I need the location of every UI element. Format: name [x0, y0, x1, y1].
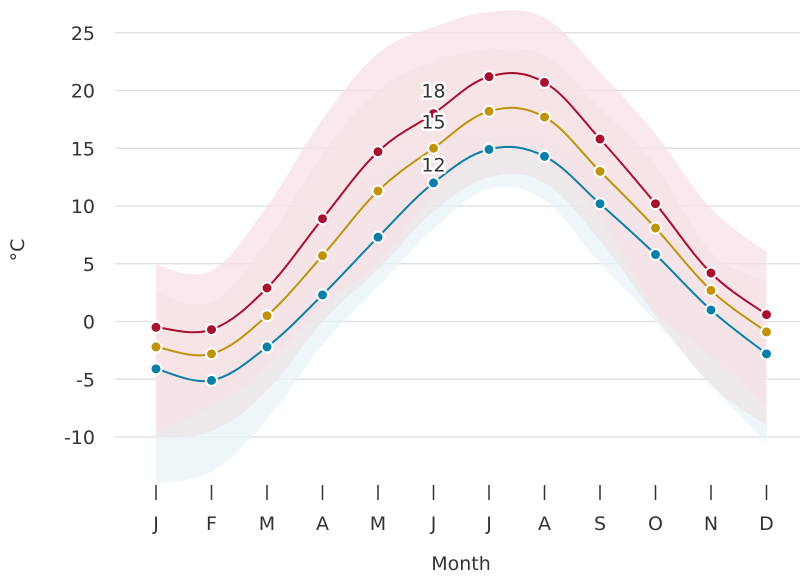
- data-point: [761, 309, 772, 320]
- data-point: [761, 348, 772, 359]
- data-point: [151, 322, 162, 333]
- x-tick-label: F: [206, 513, 217, 535]
- x-tick-label: J: [485, 513, 492, 535]
- data-point: [317, 213, 328, 224]
- x-tick-label: J: [152, 513, 159, 535]
- data-point: [206, 348, 217, 359]
- y-tick-label: -10: [64, 427, 95, 449]
- data-point: [206, 375, 217, 386]
- x-tick-label: S: [594, 513, 606, 535]
- data-point: [262, 283, 273, 294]
- y-tick-label: 5: [83, 254, 95, 276]
- data-point: [706, 267, 717, 278]
- x-tick-label: M: [370, 513, 386, 535]
- data-point: [317, 250, 328, 261]
- data-point: [595, 198, 606, 209]
- data-point: [706, 304, 717, 315]
- data-point: [206, 324, 217, 335]
- data-labels: 18 15 12: [421, 81, 445, 177]
- data-point: [539, 112, 550, 123]
- x-tick-label: O: [648, 513, 663, 535]
- data-point: [650, 222, 661, 233]
- data-point: [595, 166, 606, 177]
- data-point: [706, 285, 717, 296]
- x-tick-label: M: [259, 513, 275, 535]
- data-point: [595, 134, 606, 145]
- data-point: [151, 363, 162, 374]
- data-point: [650, 198, 661, 209]
- data-label: 18: [421, 81, 445, 103]
- x-tick-label: D: [759, 513, 774, 535]
- data-label: 12: [421, 154, 445, 176]
- data-point: [650, 249, 661, 260]
- x-tick-label: J: [430, 513, 437, 535]
- data-point: [373, 185, 384, 196]
- data-point: [539, 77, 550, 88]
- data-point: [373, 146, 384, 157]
- x-axis-title: Month: [431, 553, 491, 575]
- y-axis-title: °C: [7, 239, 29, 262]
- data-point: [262, 310, 273, 321]
- data-point: [428, 177, 439, 188]
- y-tick-label: -5: [76, 369, 95, 391]
- y-tick-label: 10: [71, 196, 95, 218]
- x-tick-label: N: [704, 513, 718, 535]
- data-point: [484, 71, 495, 82]
- data-point: [373, 232, 384, 243]
- data-point: [317, 289, 328, 300]
- data-point: [151, 341, 162, 352]
- range-bands: [156, 10, 767, 483]
- data-point: [761, 326, 772, 337]
- y-tick-label: 25: [71, 23, 95, 45]
- data-point: [428, 143, 439, 154]
- x-tick-label: A: [538, 513, 551, 535]
- x-tick-label: A: [316, 513, 329, 535]
- data-point: [539, 151, 550, 162]
- y-tick-label: 0: [83, 312, 95, 334]
- y-tick-label: 20: [71, 81, 95, 103]
- data-label: 15: [421, 112, 445, 134]
- data-point: [484, 144, 495, 155]
- y-tick-label: 15: [71, 138, 95, 160]
- data-point: [262, 341, 273, 352]
- range-band: [156, 10, 767, 431]
- data-point: [484, 106, 495, 117]
